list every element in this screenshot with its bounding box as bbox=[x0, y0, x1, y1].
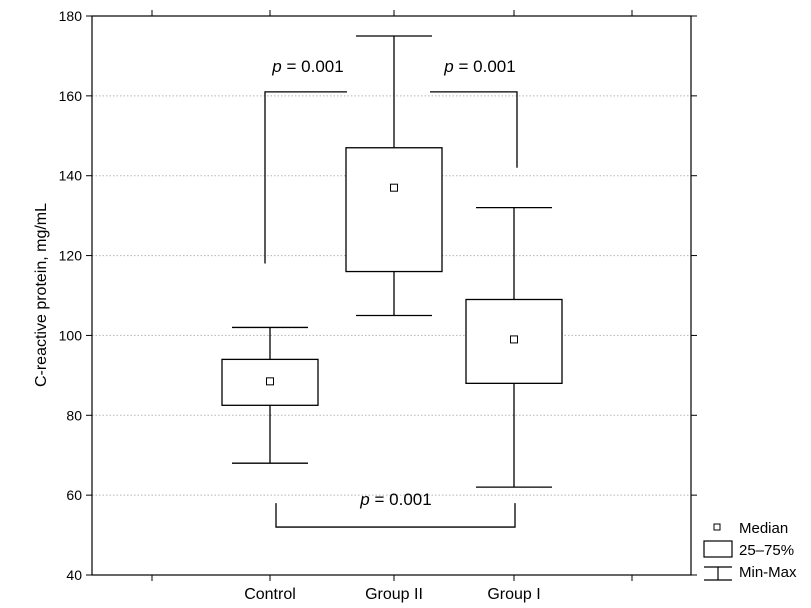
y-tick-label: 180 bbox=[59, 8, 83, 24]
bracket-line bbox=[264, 91, 347, 264]
legend-item-whisker: Min-Max bbox=[704, 564, 797, 581]
p-value-label: p = 0.001 bbox=[443, 57, 515, 76]
plot-frame bbox=[91, 15, 692, 576]
x-tick-label: Control bbox=[244, 586, 296, 603]
axes: 40 60 80 100 120 140 160 180 Control Group II Grou… bbox=[59, 8, 697, 603]
median-marker bbox=[510, 335, 518, 344]
bracket-line bbox=[430, 91, 518, 168]
comparison-bracket: p = 0.001 bbox=[275, 490, 516, 528]
median-marker bbox=[266, 377, 274, 386]
y-tick-label: 160 bbox=[59, 88, 83, 104]
y-tick-label: 120 bbox=[59, 248, 83, 264]
y-tick-label: 140 bbox=[59, 168, 83, 184]
comparison-bracket: p = 0.001 bbox=[264, 57, 347, 264]
p-symbol: p bbox=[359, 490, 369, 509]
y-tick-label: 60 bbox=[66, 487, 82, 503]
legend-label: Median bbox=[739, 520, 788, 537]
legend: Median 25–75% Min-Max bbox=[703, 520, 797, 581]
y-tick-label: 40 bbox=[66, 567, 82, 583]
p-value: = 0.001 bbox=[282, 57, 344, 76]
p-value-label: p = 0.001 bbox=[271, 57, 343, 76]
p-value-label: p = 0.001 bbox=[359, 490, 431, 509]
box-group-i bbox=[465, 207, 563, 488]
p-value: = 0.001 bbox=[370, 490, 432, 509]
x-tick-label: Group I bbox=[487, 586, 540, 603]
legend-item-median: Median bbox=[713, 520, 788, 537]
p-value: = 0.001 bbox=[454, 57, 516, 76]
median-marker bbox=[390, 183, 398, 192]
p-symbol: p bbox=[271, 57, 281, 76]
x-tick-label: Group II bbox=[365, 586, 423, 603]
box-legend-icon bbox=[703, 540, 733, 558]
bracket-line bbox=[275, 503, 516, 528]
y-axis-label: C-reactive protein, mg/mL bbox=[33, 203, 50, 387]
p-symbol: p bbox=[443, 57, 453, 76]
box-control bbox=[221, 326, 319, 464]
box-plots bbox=[221, 35, 563, 488]
median-legend-icon bbox=[713, 523, 721, 531]
comparison-bracket: p = 0.001 bbox=[430, 57, 518, 168]
legend-item-box: 25–75% bbox=[703, 540, 794, 559]
iqr-box bbox=[345, 147, 443, 273]
legend-label: 25–75% bbox=[739, 542, 794, 559]
y-tick-label: 100 bbox=[59, 327, 83, 343]
box-group-ii bbox=[345, 35, 443, 317]
legend-label: Min-Max bbox=[739, 564, 797, 581]
y-tick-label: 80 bbox=[66, 407, 82, 423]
